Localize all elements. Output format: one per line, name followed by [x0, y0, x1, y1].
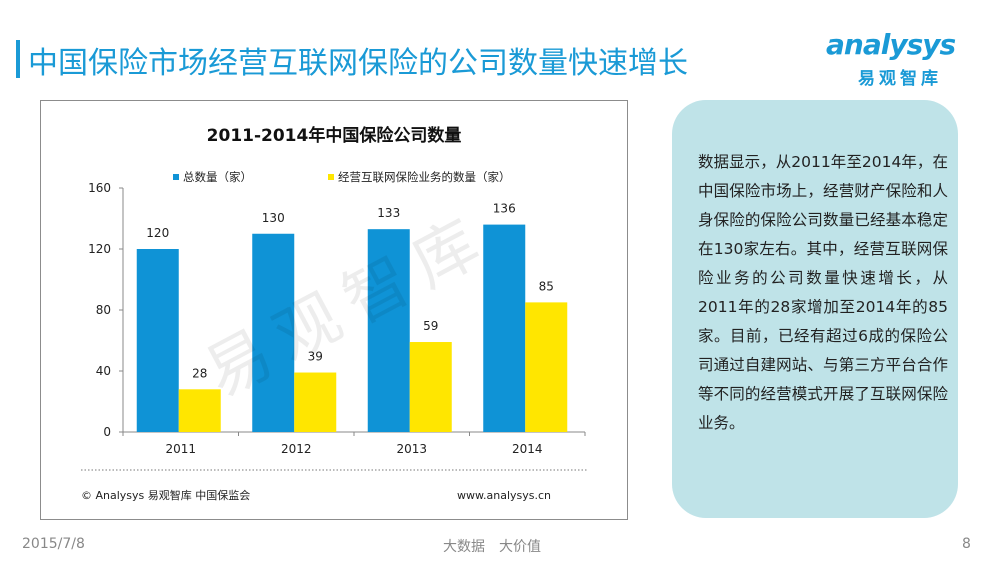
x-tick-label: 2012: [281, 442, 312, 456]
bar: [294, 372, 337, 432]
side-panel: [672, 100, 958, 518]
data-label: 136: [493, 202, 516, 216]
legend-swatch: [328, 174, 334, 180]
chart-source: © Analysys 易观智库 中国保监会: [81, 488, 250, 502]
legend-swatch: [173, 174, 179, 180]
x-tick-label: 2013: [396, 442, 427, 456]
page-number: 8: [962, 536, 971, 552]
data-label: 39: [308, 350, 323, 364]
bar: [252, 233, 295, 432]
title-accent-bar: [16, 40, 20, 78]
bar: [178, 389, 221, 432]
data-label: 28: [192, 366, 207, 380]
y-tick-label: 120: [88, 242, 111, 256]
y-tick-label: 160: [88, 181, 111, 195]
logo-word: analysys: [826, 28, 956, 61]
x-tick-label: 2014: [512, 442, 543, 456]
footer-date: 2015/7/8: [22, 536, 85, 552]
y-tick-label: 80: [96, 303, 111, 317]
bar: [136, 249, 179, 432]
chart-frame: 2011-2014年中国保险公司数量总数量（家） 经营互联网保险业务的数量（家） 0…: [40, 100, 628, 520]
data-label: 85: [539, 279, 554, 293]
y-tick-label: 0: [103, 425, 111, 439]
x-tick-label: 2011: [165, 442, 196, 456]
data-label: 59: [423, 319, 438, 333]
bar: [525, 302, 568, 432]
data-label: 120: [146, 226, 169, 240]
analysys-logo: analysys 易观智库: [822, 28, 982, 90]
page-title: 中国保险市场经营互联网保险的公司数量快速增长: [28, 46, 688, 81]
bar: [367, 229, 410, 432]
y-tick-label: 40: [96, 364, 111, 378]
logo-cn: 易观智库: [858, 69, 942, 89]
side-panel-text: 数据显示，从2011年至2014年，在中国保险市场上，经营财产保险和人身保险的保…: [698, 153, 948, 432]
chart-title: 2011-2014年中国保险公司数量: [207, 125, 462, 146]
legend-label: 总数量（家）: [183, 170, 252, 184]
data-label: 133: [377, 206, 400, 220]
bar: [409, 342, 452, 432]
bar: [483, 224, 526, 432]
footer-slogan: 大数据 大价值: [443, 539, 541, 555]
chart-url: www.analysys.cn: [457, 489, 551, 502]
legend-label: 经营互联网保险业务的数量（家）: [338, 170, 511, 184]
data-label: 130: [262, 211, 285, 225]
